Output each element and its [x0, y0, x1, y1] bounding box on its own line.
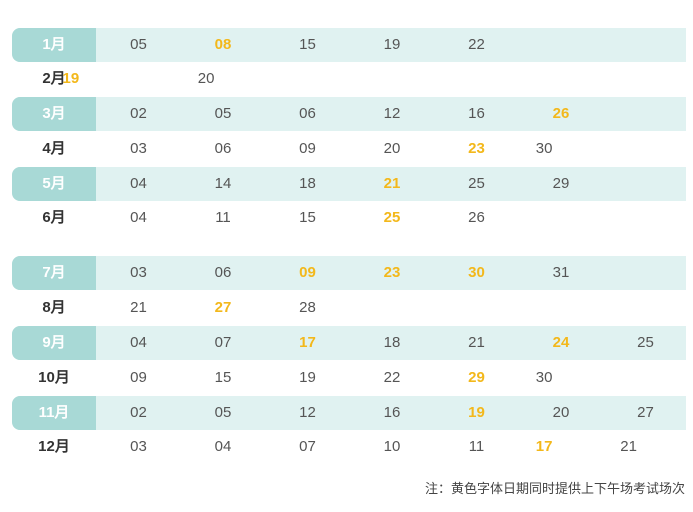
exam-date: 25: [468, 175, 485, 192]
footnote: 注：黄色字体日期同时提供上下午场考试场次: [424, 481, 685, 496]
exam-date: 16: [383, 404, 401, 421]
exam-date: 03: [130, 438, 147, 455]
exam-date: 27: [637, 404, 654, 421]
exam-date: 10: [383, 438, 401, 455]
month-label: 11月: [12, 396, 96, 430]
exam-date: 03: [130, 264, 147, 281]
exam-date: 21: [620, 438, 637, 455]
exam-date: 21: [130, 299, 147, 316]
exam-date: 15: [299, 209, 316, 226]
month-label: 8月: [42, 299, 66, 316]
month-label: 2月: [42, 70, 66, 87]
exam-date-highlighted: 25: [383, 209, 401, 226]
exam-date: 06: [299, 105, 316, 122]
exam-date: 30: [535, 369, 553, 386]
exam-date: 02: [130, 105, 147, 122]
month-label: 7月: [12, 256, 96, 290]
month-label: 6月: [42, 209, 66, 226]
exam-date: 20: [552, 404, 570, 421]
month-label: 3月: [12, 97, 96, 131]
month-row: 4月 03 06 09 20 23 30: [12, 132, 686, 166]
exam-date-highlighted: 29: [468, 369, 485, 386]
month-row: 7月 03 06 09 23 30 31: [12, 256, 686, 290]
exam-date-highlighted: 19: [468, 404, 485, 421]
exam-date: 12: [299, 404, 316, 421]
month-row: 1月 05 08 15 19 22: [12, 28, 686, 62]
exam-date: 04: [214, 438, 232, 455]
exam-date: 04: [130, 209, 147, 226]
exam-date: 15: [214, 369, 232, 386]
month-row: 2月 19 20: [12, 62, 686, 96]
exam-date-highlighted: 30: [468, 264, 485, 281]
exam-date: 30: [535, 140, 553, 157]
exam-date: 05: [130, 36, 147, 53]
month-row: 11月 02 05 12 16 19 20 27: [12, 396, 686, 430]
month-label: 12月: [38, 438, 70, 455]
exam-date: 18: [299, 175, 316, 192]
exam-date: 19: [383, 36, 401, 53]
exam-date: 16: [468, 105, 485, 122]
exam-date: 07: [299, 438, 316, 455]
exam-date-highlighted: 08: [214, 36, 232, 53]
month-row: 9月 04 07 17 18 21 24 25: [12, 326, 686, 360]
exam-date: 09: [130, 369, 147, 386]
exam-date: 29: [552, 175, 570, 192]
exam-date: 25: [637, 334, 654, 351]
exam-date: 09: [299, 140, 316, 157]
exam-date: 20: [197, 70, 215, 87]
exam-date-highlighted: 09: [299, 264, 316, 281]
exam-date-highlighted: 27: [214, 299, 232, 316]
exam-date-highlighted: 19: [62, 70, 80, 87]
exam-date: 06: [214, 140, 232, 157]
exam-date: 03: [130, 140, 147, 157]
month-row: 3月 02 05 06 12 16 26: [12, 97, 686, 131]
exam-date-highlighted: 17: [535, 438, 553, 455]
exam-date: 15: [299, 36, 316, 53]
exam-date: 04: [130, 175, 147, 192]
month-row: 6月 04 11 15 25 26: [12, 201, 686, 235]
exam-date: 02: [130, 404, 147, 421]
exam-date: 06: [214, 264, 232, 281]
exam-date: 31: [552, 264, 570, 281]
exam-date-highlighted: 24: [552, 334, 570, 351]
exam-date: 05: [214, 404, 232, 421]
exam-date-highlighted: 26: [552, 105, 570, 122]
month-label: 9月: [12, 326, 96, 360]
exam-date: 22: [468, 36, 485, 53]
exam-date: 14: [214, 175, 232, 192]
exam-date: 12: [383, 105, 401, 122]
exam-date: 22: [383, 369, 401, 386]
exam-date: 07: [214, 334, 232, 351]
exam-date-highlighted: 21: [383, 175, 401, 192]
exam-date: 05: [214, 105, 232, 122]
exam-date: 11: [215, 209, 231, 226]
exam-date: 28: [299, 299, 316, 316]
month-row: 8月 21 27 28: [12, 291, 686, 325]
exam-date: 18: [383, 334, 401, 351]
month-row: 5月 04 14 18 21 25 29: [12, 167, 686, 201]
exam-date: 11: [468, 438, 485, 455]
exam-date-highlighted: 23: [468, 140, 485, 157]
month-label: 4月: [42, 140, 66, 157]
exam-date: 19: [299, 369, 316, 386]
exam-date: 21: [468, 334, 485, 351]
month-label: 5月: [12, 167, 96, 201]
exam-date: 26: [468, 209, 485, 226]
month-label: 10月: [38, 369, 70, 386]
month-row: 10月 09 15 19 22 29 30: [12, 361, 686, 395]
exam-date: 20: [383, 140, 401, 157]
exam-date-highlighted: 17: [299, 334, 316, 351]
month-label: 1月: [12, 28, 96, 62]
exam-date: 04: [130, 334, 147, 351]
month-row: 12月 03 04 07 10 11 17 21: [12, 430, 686, 464]
exam-date-highlighted: 23: [383, 264, 401, 281]
